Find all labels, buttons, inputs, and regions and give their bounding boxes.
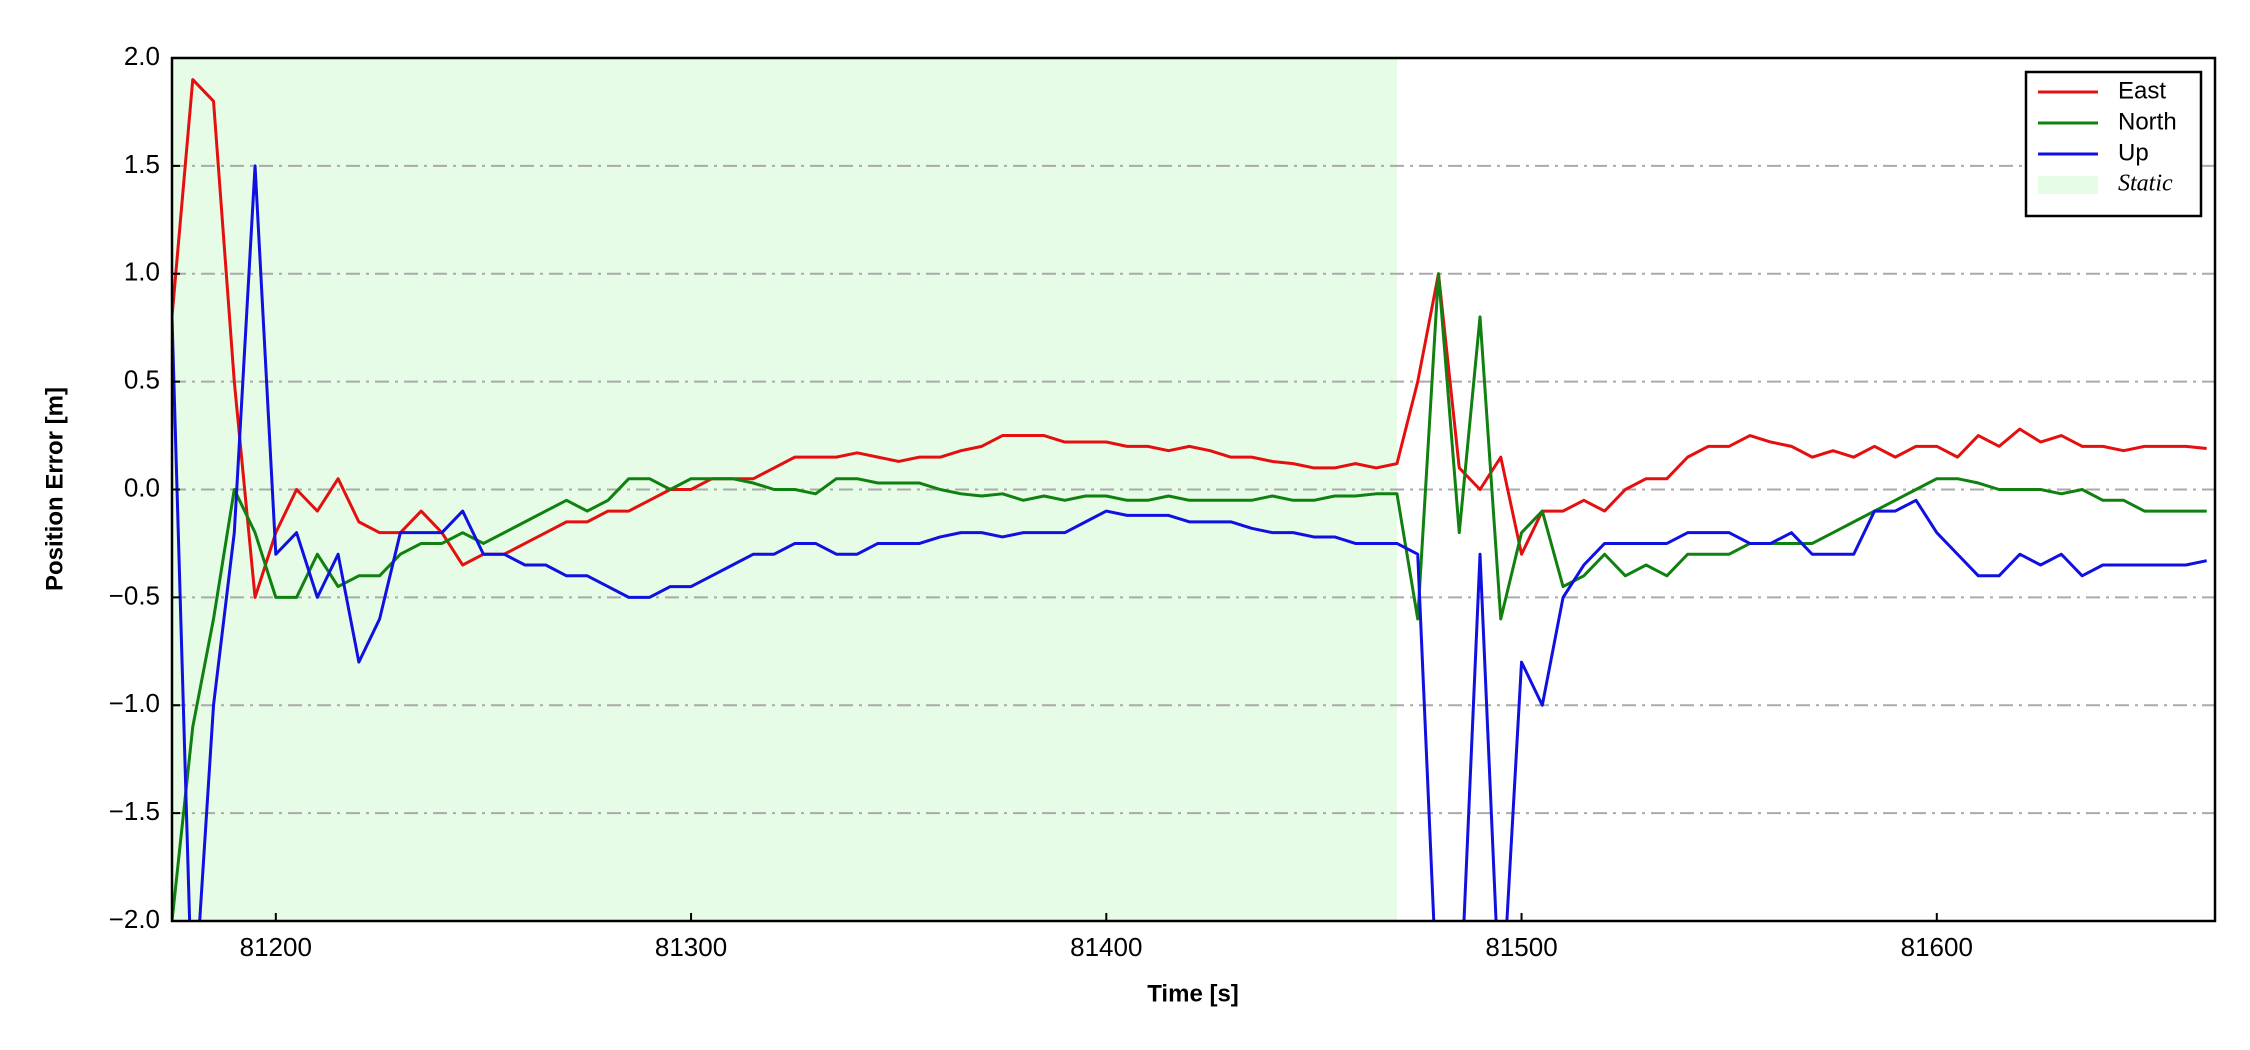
- series-line: [172, 272, 2207, 921]
- legend: East North Up Static: [2024, 70, 2203, 218]
- y-axis-label: Position Error [m]: [41, 387, 68, 591]
- x-tick-label: 81600: [1901, 932, 1973, 962]
- y-tick-label: −1.5: [109, 796, 160, 826]
- legend-label: Static: [2118, 171, 2173, 197]
- y-tick-label: 1.5: [124, 149, 160, 179]
- y-tick-label: −1.0: [109, 688, 160, 718]
- legend-label: North: [2118, 108, 2177, 135]
- series-line: [172, 78, 2207, 599]
- y-tick-label: 2.0: [124, 41, 160, 71]
- x-tick-label: 81200: [240, 932, 312, 962]
- y-tick-label: −0.5: [109, 580, 160, 610]
- x-tick-label: 81400: [1070, 932, 1142, 962]
- y-tick-label: 0.5: [124, 365, 160, 395]
- x-tick-label: 81500: [1485, 932, 1557, 962]
- legend-label: Up: [2118, 139, 2149, 166]
- y-tick-label: 0.0: [124, 472, 160, 502]
- legend-box: [2024, 70, 2203, 218]
- legend-label: East: [2118, 77, 2166, 104]
- plot-area: [172, 58, 2215, 921]
- x-axis-label: Time [s]: [1147, 980, 1239, 1007]
- y-tick-label: −2.0: [109, 904, 160, 934]
- y-tick-label: 1.0: [124, 257, 160, 287]
- x-tick-label: 81300: [655, 932, 727, 962]
- legend-swatch: [2038, 176, 2098, 194]
- series-line: [172, 164, 2208, 921]
